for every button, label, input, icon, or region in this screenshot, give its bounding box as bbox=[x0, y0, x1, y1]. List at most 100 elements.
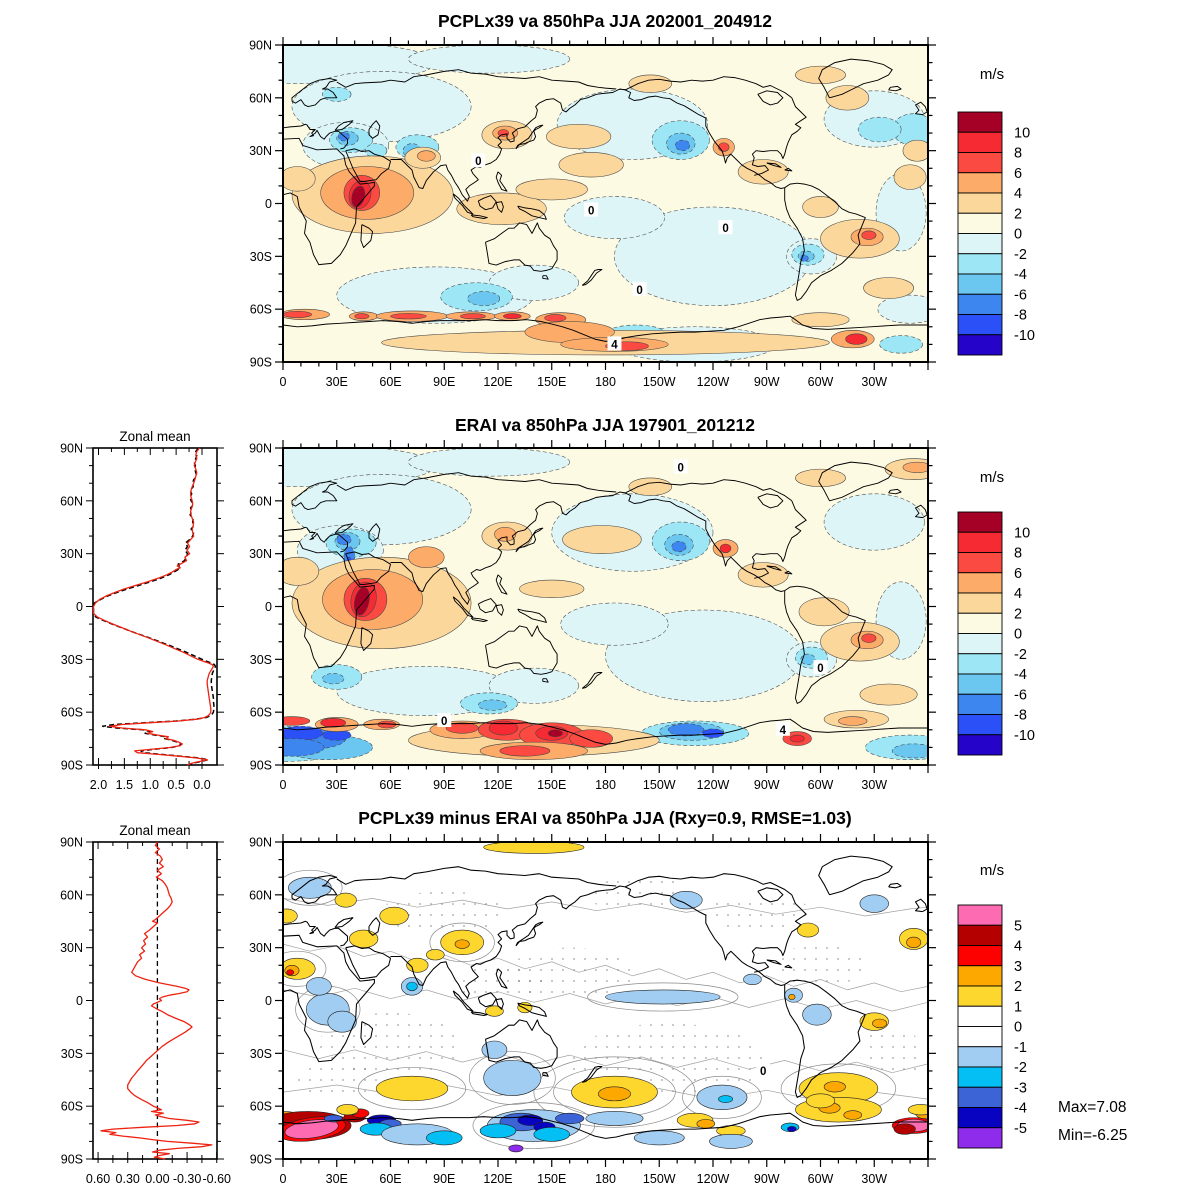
lat-tick-label: 90S bbox=[250, 759, 272, 773]
colorbar-level-label: -8 bbox=[1014, 708, 1027, 724]
zonal-frame bbox=[92, 447, 218, 766]
lat-tick-label: 0 bbox=[265, 994, 272, 1008]
panel-1: 0 0 0 0 4 0 30E 60E 90E 120E 150E 180 150W 120W 90W 60W… bbox=[249, 37, 1035, 389]
colorbar-level-label: 10 bbox=[1014, 125, 1030, 141]
contour-label-box bbox=[673, 459, 688, 474]
colorbar-level-label: -2 bbox=[1014, 647, 1027, 663]
zonal-lat-tick-label: 60S bbox=[61, 1100, 83, 1114]
lon-tick-label: 180 bbox=[595, 375, 616, 389]
lon-tick-label: 120E bbox=[483, 375, 512, 389]
zonal-x-tick-label: 0.5 bbox=[167, 778, 184, 792]
colorbar-level-label: -4 bbox=[1014, 1101, 1027, 1117]
zonal-lat-tick-label: 60N bbox=[60, 888, 83, 902]
colorbar-level-label: -8 bbox=[1014, 308, 1027, 324]
colorbar-level-label: 6 bbox=[1014, 566, 1022, 582]
lat-tick-label: 90N bbox=[249, 39, 272, 53]
panel1-title: PCPLx39 va 850hPa JJA 202001_204912 bbox=[438, 11, 772, 31]
contour-label-box bbox=[584, 202, 599, 217]
zonal-mean-title-middle: Zonal mean bbox=[119, 429, 190, 444]
contour-label: 0 bbox=[817, 663, 823, 675]
contour-label: 4 bbox=[611, 339, 618, 351]
zonal-lat-tick-label: 90S bbox=[61, 1153, 83, 1167]
zonal-lat-tick-label: 30N bbox=[60, 941, 83, 955]
colorbar-level-label: 8 bbox=[1014, 146, 1022, 162]
colorbar-level-label: -10 bbox=[1014, 728, 1035, 744]
colorbar-level-label: -2 bbox=[1014, 247, 1027, 263]
colorbar-level-label: 2 bbox=[1014, 606, 1022, 622]
panel2-title: ERAI va 850hPa JJA 197901_201212 bbox=[455, 415, 755, 435]
lon-tick-label: 30E bbox=[326, 1172, 348, 1186]
contour-label: 0 bbox=[475, 156, 481, 168]
lat-tick-label: 0 bbox=[265, 600, 272, 614]
contour-label: 0 bbox=[636, 285, 642, 297]
contour-label: 0 bbox=[441, 716, 447, 728]
zonal-mean-title-bottom: Zonal mean bbox=[119, 823, 190, 838]
contour-label: 0 bbox=[678, 462, 684, 474]
colorbar-level-label: 4 bbox=[1014, 939, 1022, 955]
map-contours: 0 0 0 0 4 bbox=[283, 45, 928, 362]
colorbar-2: 10 8 6 4 2 0 -2 -4 -6 -8 -10 bbox=[957, 511, 1035, 756]
colorbar-level-label: 0 bbox=[1014, 1020, 1022, 1036]
colorbar1-units-label: m/s bbox=[980, 66, 1004, 83]
colorbar-3: 5 4 3 2 1 0 -1 -2 -3 -4 -5 bbox=[957, 904, 1027, 1149]
lon-tick-label: 90E bbox=[433, 1172, 455, 1186]
max-value-label: Max=7.08 bbox=[1058, 1099, 1127, 1116]
zonal-frame bbox=[92, 841, 218, 1160]
lon-tick-label: 90E bbox=[433, 375, 455, 389]
contour-label-box bbox=[471, 153, 486, 168]
zonal-x-tick-label: -0.30 bbox=[173, 1172, 202, 1186]
colorbar-level-label: 0 bbox=[1014, 227, 1022, 243]
contour-label-box bbox=[632, 281, 647, 296]
lon-tick-label: 120W bbox=[697, 1172, 730, 1186]
lon-tick-label: 30W bbox=[861, 778, 887, 792]
lon-tick-label: 150W bbox=[643, 1172, 676, 1186]
colorbar-level-label: 4 bbox=[1014, 586, 1022, 602]
lat-tick-label: 30N bbox=[249, 144, 272, 158]
lon-tick-label: 0 bbox=[280, 1172, 287, 1186]
colorbar-level-label: 6 bbox=[1014, 166, 1022, 182]
contour-label-box bbox=[813, 660, 828, 675]
colorbar-level-label: 3 bbox=[1014, 959, 1022, 975]
lon-tick-label: 0 bbox=[280, 375, 287, 389]
lon-tick-label: 150E bbox=[537, 778, 566, 792]
lon-tick-label: 90W bbox=[754, 778, 780, 792]
lon-tick-label: 120W bbox=[697, 778, 730, 792]
zonal-x-tick-label: -0.60 bbox=[202, 1172, 231, 1186]
colorbar-level-label: 0 bbox=[1014, 627, 1022, 643]
contour-label-box bbox=[437, 712, 452, 727]
colorbar-level-label: 1 bbox=[1014, 999, 1022, 1015]
zonal-series-PCPLx39 bbox=[92, 447, 215, 766]
lat-tick-label: 60N bbox=[249, 494, 272, 508]
lat-tick-label: 60N bbox=[249, 91, 272, 105]
lon-tick-label: 60E bbox=[379, 375, 401, 389]
zonal-x-tick-label: 0.30 bbox=[116, 1172, 140, 1186]
lon-tick-label: 120W bbox=[697, 375, 730, 389]
colorbar-level-label: 2 bbox=[1014, 979, 1022, 995]
lat-tick-label: 90S bbox=[250, 1153, 272, 1167]
lon-tick-label: 120E bbox=[483, 778, 512, 792]
lat-tick-label: 30S bbox=[250, 1047, 272, 1061]
lat-tick-label: 30S bbox=[250, 250, 272, 264]
colorbar-1: 10 8 6 4 2 0 -2 -4 -6 -8 -10 bbox=[957, 111, 1035, 356]
zonal-mean-plot-2: 2.0 1.5 1.0 0.5 0.0 90N 60N 30N 0 30S 60S 90S bbox=[60, 442, 224, 792]
colorbar-level-label: -6 bbox=[1014, 687, 1027, 703]
panel-3: 0 0 30E 60E 90E 120E 150E 180 150W 120W 90W 60W 30W 9… bbox=[60, 834, 1027, 1186]
colorbar-level-label: -1 bbox=[1014, 1040, 1027, 1056]
min-value-label: Min=-6.25 bbox=[1058, 1127, 1127, 1144]
contour-label-box bbox=[718, 220, 733, 235]
zonal-lat-tick-label: 90N bbox=[60, 442, 83, 456]
lon-tick-label: 90W bbox=[754, 375, 780, 389]
zonal-x-tick-label: 0.60 bbox=[86, 1172, 110, 1186]
lon-tick-label: 90E bbox=[433, 778, 455, 792]
colorbar-level-label: -3 bbox=[1014, 1080, 1027, 1096]
contour-label-box bbox=[756, 1062, 771, 1077]
colorbar-level-label: -10 bbox=[1014, 328, 1035, 344]
lon-tick-label: 90W bbox=[754, 1172, 780, 1186]
zonal-lat-tick-label: 30N bbox=[60, 547, 83, 561]
zonal-lat-tick-label: 90N bbox=[60, 836, 83, 850]
lat-tick-label: 30S bbox=[250, 653, 272, 667]
lon-tick-label: 30E bbox=[326, 375, 348, 389]
colorbar-level-label: 5 bbox=[1014, 918, 1022, 934]
